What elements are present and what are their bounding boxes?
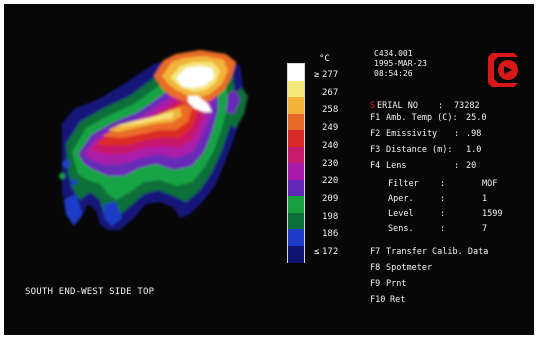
scale-tick-value: 172 bbox=[322, 247, 339, 257]
function-key: F9 bbox=[370, 279, 381, 289]
thermal-image bbox=[59, 50, 248, 230]
image-caption: SOUTH END-WEST SIDE TOP bbox=[25, 287, 155, 297]
menu-value: 25.0 bbox=[466, 113, 487, 123]
scale-tick: 258 bbox=[314, 105, 338, 115]
header-info: C434.001 1995-MAR-23 08:54:26 bbox=[374, 49, 427, 79]
scale-tick-value: 277 bbox=[322, 70, 339, 80]
scale-swatch bbox=[288, 179, 304, 197]
sub-value: 1 bbox=[482, 194, 488, 204]
scale-tick-value: 249 bbox=[322, 123, 339, 134]
scale-tick-marker: ≤ bbox=[314, 247, 320, 257]
function-label: Transfer Calib. Data bbox=[386, 247, 489, 257]
scale-swatch bbox=[288, 212, 304, 230]
menu-key: F2 bbox=[370, 129, 381, 139]
scale-swatch bbox=[288, 97, 304, 114]
scale-unit-label: °C bbox=[319, 54, 330, 64]
function-key: F8 bbox=[370, 263, 381, 273]
function-key: F7 bbox=[370, 247, 381, 257]
thermal-camera-screen: SOUTH END-WEST SIDE TOP °C ≥277 267 258 249… bbox=[4, 4, 534, 335]
scale-tick: ≥277 bbox=[314, 70, 338, 80]
scale-tick-value: 220 bbox=[322, 176, 339, 187]
menu-separator: : bbox=[454, 129, 460, 139]
scale-tick: 230 bbox=[314, 159, 338, 169]
scale-tick-marker: ≥ bbox=[314, 70, 320, 80]
function-key: F10 bbox=[370, 295, 386, 305]
function-label: Spotmeter bbox=[386, 263, 433, 273]
scale-swatch bbox=[288, 80, 304, 98]
menu-value: 20 bbox=[466, 161, 477, 171]
scale-tick: 267 bbox=[314, 88, 338, 98]
capture-time: 08:54:26 bbox=[374, 69, 413, 78]
scale-tick-value: 267 bbox=[322, 87, 339, 98]
menu-separator: : bbox=[454, 161, 460, 171]
capture-date: 1995-MAR-23 bbox=[374, 59, 427, 68]
scale-tick-value: 230 bbox=[322, 158, 339, 169]
scale-tick: 198 bbox=[314, 212, 338, 222]
scale-swatch bbox=[288, 163, 304, 180]
file-id: C434.001 bbox=[374, 49, 413, 58]
scale-swatch bbox=[288, 245, 304, 263]
function-label: Ret bbox=[390, 295, 406, 305]
function-label: Prnt bbox=[386, 279, 407, 289]
scale-tick: 220 bbox=[314, 176, 338, 186]
menu-key: F4 bbox=[370, 161, 381, 171]
scale-swatch bbox=[288, 130, 304, 147]
scale-swatch bbox=[288, 196, 304, 213]
menu-label: Distance (m): bbox=[386, 145, 453, 155]
scale-swatch bbox=[288, 64, 304, 81]
brand-logo-icon bbox=[488, 53, 518, 87]
scale-tick-value: 209 bbox=[322, 193, 339, 204]
scale-tick: 209 bbox=[314, 194, 338, 204]
scale-tick: 249 bbox=[314, 123, 338, 133]
serial-first-char: S bbox=[370, 101, 376, 111]
sub-separator: : bbox=[440, 194, 446, 204]
serial-label: ERIAL NO bbox=[377, 101, 418, 111]
sub-separator: : bbox=[440, 209, 446, 219]
scale-tick-value: 186 bbox=[322, 229, 339, 240]
scale-swatch bbox=[288, 113, 304, 131]
menu-label: Lens bbox=[386, 161, 407, 171]
sub-separator: : bbox=[440, 179, 446, 189]
sub-separator: : bbox=[440, 224, 446, 234]
scale-tick: 240 bbox=[314, 141, 338, 151]
sub-value: 1599 bbox=[482, 209, 503, 219]
serial-value: 73282 bbox=[454, 101, 480, 111]
menu-key: F3 bbox=[370, 145, 381, 155]
scale-tick-value: 240 bbox=[322, 140, 339, 151]
menu-value: 1.0 bbox=[466, 145, 482, 155]
serial-separator: : bbox=[438, 101, 444, 111]
menu-label: Emissivity bbox=[386, 129, 438, 139]
menu-key: F1 bbox=[370, 113, 381, 123]
scale-tick: 186 bbox=[314, 229, 338, 239]
sub-label: Aper. bbox=[388, 194, 414, 204]
scale-tick: ≤172 bbox=[314, 247, 338, 257]
sub-value: MOF bbox=[482, 179, 498, 189]
scale-swatch bbox=[288, 229, 304, 246]
sub-value: 7 bbox=[482, 224, 488, 234]
scale-swatch bbox=[288, 146, 304, 164]
sub-label: Filter bbox=[388, 179, 419, 189]
scale-tick-value: 198 bbox=[322, 211, 339, 222]
sub-label: Level bbox=[388, 209, 414, 219]
temperature-color-scale bbox=[287, 63, 305, 263]
menu-value: .98 bbox=[466, 129, 482, 139]
scale-tick-value: 258 bbox=[322, 105, 339, 116]
sub-label: Sens. bbox=[388, 224, 414, 234]
menu-label: Amb. Temp (C): bbox=[386, 113, 458, 123]
